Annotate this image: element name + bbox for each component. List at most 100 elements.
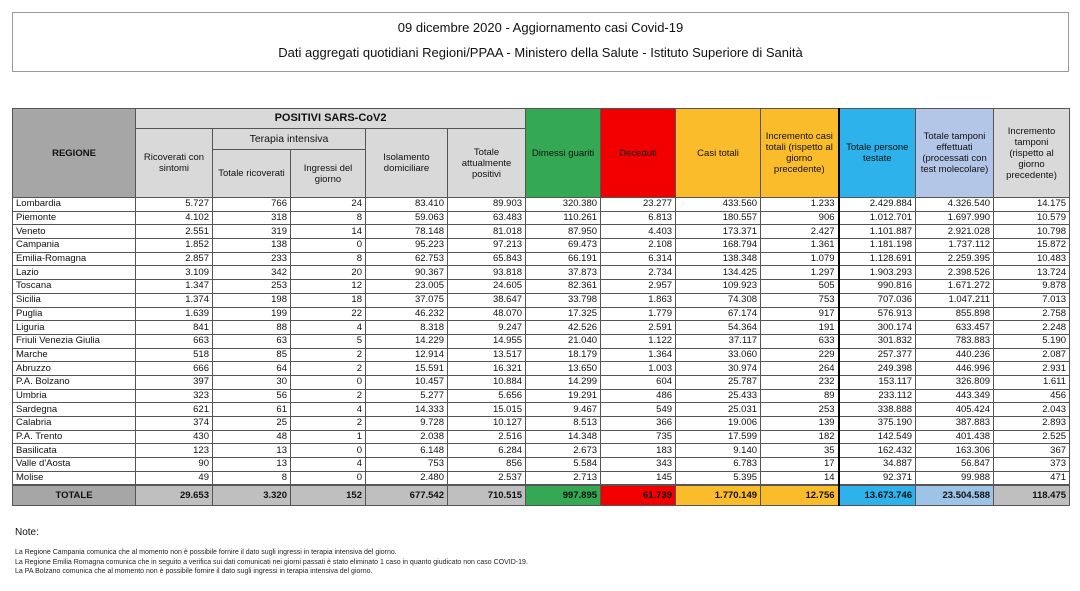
cell-isolamento: 14.333 — [365, 402, 448, 417]
cell-deceduti: 6.314 — [600, 251, 677, 267]
cell-ti-totale: 766 — [212, 197, 291, 212]
header-ti-ingressi: Ingressi del giorno — [290, 149, 366, 198]
cell-ti-ingressi: 0 — [290, 238, 366, 253]
cell-incremento-casi: 2.427 — [760, 224, 840, 240]
cell-dimessi: 33.798 — [525, 292, 602, 308]
cell-ricoverati: 123 — [135, 443, 213, 459]
cell-deceduti: 61.739 — [600, 484, 677, 507]
header-totale-positivi: Totale attualmente positivi — [446, 128, 527, 198]
cell-ti-ingressi: 0 — [290, 374, 366, 390]
cell-incremento-casi: 253 — [760, 402, 840, 417]
cell-persone-testate: 990.816 — [838, 279, 917, 294]
cell-dimessi: 19.291 — [525, 388, 602, 404]
cell-casi-totali: 25.787 — [675, 374, 762, 390]
note-line: La Regione Emilia Romagna comunica che i… — [15, 558, 528, 566]
report-title-box: 09 dicembre 2020 - Aggiornamento casi Co… — [12, 12, 1069, 72]
cell-tamponi: 2.398.526 — [915, 265, 995, 281]
table-row: Sicilia 1.374 198 18 37.075 38.647 33.798 1.863… — [12, 292, 1071, 308]
cell-incremento-tamponi: 9.878 — [993, 279, 1071, 294]
cell-incremento-tamponi: 2.043 — [993, 402, 1071, 417]
cell-ricoverati: 430 — [135, 429, 213, 445]
cell-incremento-casi: 1.361 — [760, 238, 840, 253]
cell-ti-totale: 319 — [212, 224, 291, 240]
cell-casi-totali: 1.770.149 — [675, 484, 762, 507]
cell-ti-totale: 8 — [212, 470, 291, 486]
table-row: Campania 1.852 138 0 95.223 97.213 69.473 2.108… — [12, 238, 1071, 253]
cell-ricoverati: 663 — [135, 333, 213, 349]
cell-tamponi: 387.883 — [915, 416, 995, 431]
cell-casi-totali: 180.557 — [675, 210, 762, 226]
cell-ti-ingressi: 22 — [290, 306, 366, 322]
cell-casi-totali: 19.006 — [675, 416, 762, 431]
cell-ti-totale: 56 — [212, 388, 291, 404]
cell-ricoverati: 49 — [135, 470, 213, 486]
cell-incremento-casi: 191 — [760, 320, 840, 335]
cell-ti-ingressi: 0 — [290, 470, 366, 486]
cell-persone-testate: 707.036 — [838, 292, 917, 308]
cell-ricoverati: 3.109 — [135, 265, 213, 281]
cell-tamponi: 2.921.028 — [915, 224, 995, 240]
cell-dimessi: 13.650 — [525, 361, 602, 376]
cell-ti-totale: 85 — [212, 347, 291, 363]
cell-totale-positivi: 9.247 — [446, 320, 527, 335]
notes-title: Note: — [15, 527, 39, 538]
cell-totale-positivi: 93.818 — [446, 265, 527, 281]
cell-ti-ingressi: 4 — [290, 320, 366, 335]
cell-ti-totale: 30 — [212, 374, 291, 390]
cell-incremento-casi: 753 — [760, 292, 840, 308]
cell-totale-positivi: 856 — [446, 457, 527, 472]
cell-incremento-tamponi: 2.087 — [993, 347, 1071, 363]
cell-ti-ingressi: 14 — [290, 224, 366, 240]
cell-isolamento: 2.480 — [365, 470, 448, 486]
cell-deceduti: 6.813 — [600, 210, 677, 226]
cell-dimessi: 82.361 — [525, 279, 602, 294]
cell-deceduti: 735 — [600, 429, 677, 445]
cell-ti-totale: 318 — [212, 210, 291, 226]
cell-ricoverati: 2.551 — [135, 224, 213, 240]
cell-incremento-casi: 17 — [760, 457, 840, 472]
cell-tamponi: 855.898 — [915, 306, 995, 322]
table-row: Liguria 841 88 4 8.318 9.247 42.526 2.591 54.364… — [12, 320, 1071, 335]
cell-incremento-casi: 14 — [760, 470, 840, 486]
cell-regione: Campania — [12, 238, 136, 253]
header-deceduti: Deceduti — [600, 108, 677, 198]
table-row: Calabria 374 25 2 9.728 10.127 8.513 366 19.006 1… — [12, 416, 1071, 431]
cell-totale-positivi: 16.321 — [446, 361, 527, 376]
cell-dimessi: 17.325 — [525, 306, 602, 322]
cell-incremento-tamponi: 1.611 — [993, 374, 1071, 390]
cell-ti-ingressi: 152 — [290, 484, 366, 507]
cell-totale-positivi: 81.018 — [446, 224, 527, 240]
cell-totale-positivi: 10.884 — [446, 374, 527, 390]
cell-regione: Calabria — [12, 416, 136, 431]
cell-ti-totale: 63 — [212, 333, 291, 349]
cell-ti-ingressi: 8 — [290, 210, 366, 226]
cell-dimessi: 42.526 — [525, 320, 602, 335]
cell-incremento-casi: 633 — [760, 333, 840, 349]
cell-ti-totale: 48 — [212, 429, 291, 445]
cell-isolamento: 62.753 — [365, 251, 448, 267]
cell-incremento-tamponi: 2.248 — [993, 320, 1071, 335]
cell-deceduti: 604 — [600, 374, 677, 390]
cell-ricoverati: 323 — [135, 388, 213, 404]
cell-ti-ingressi: 12 — [290, 279, 366, 294]
table-row: Lombardia 5.727 766 24 83.410 89.903 320.380 23… — [12, 197, 1071, 212]
cell-casi-totali: 33.060 — [675, 347, 762, 363]
cell-totale-positivi: 14.955 — [446, 333, 527, 349]
cell-persone-testate: 300.174 — [838, 320, 917, 335]
cell-deceduti: 1.863 — [600, 292, 677, 308]
cell-ricoverati: 1.374 — [135, 292, 213, 308]
cell-persone-testate: 162.432 — [838, 443, 917, 459]
cell-isolamento: 83.410 — [365, 197, 448, 212]
cell-incremento-casi: 1.079 — [760, 251, 840, 267]
cell-ti-totale: 342 — [212, 265, 291, 281]
report-title: 09 dicembre 2020 - Aggiornamento casi Co… — [397, 20, 684, 35]
cell-ricoverati: 397 — [135, 374, 213, 390]
cell-ti-ingressi: 2 — [290, 388, 366, 404]
cell-casi-totali: 25.031 — [675, 402, 762, 417]
cell-casi-totali: 5.395 — [675, 470, 762, 486]
cell-totale-positivi: 13.517 — [446, 347, 527, 363]
cell-incremento-tamponi: 13.724 — [993, 265, 1071, 281]
cell-ti-totale: 61 — [212, 402, 291, 417]
header-positivi-group: POSITIVI SARS-CoV2 — [134, 108, 527, 129]
report-subtitle: Dati aggregati quotidiani Regioni/PPAA -… — [278, 45, 803, 60]
